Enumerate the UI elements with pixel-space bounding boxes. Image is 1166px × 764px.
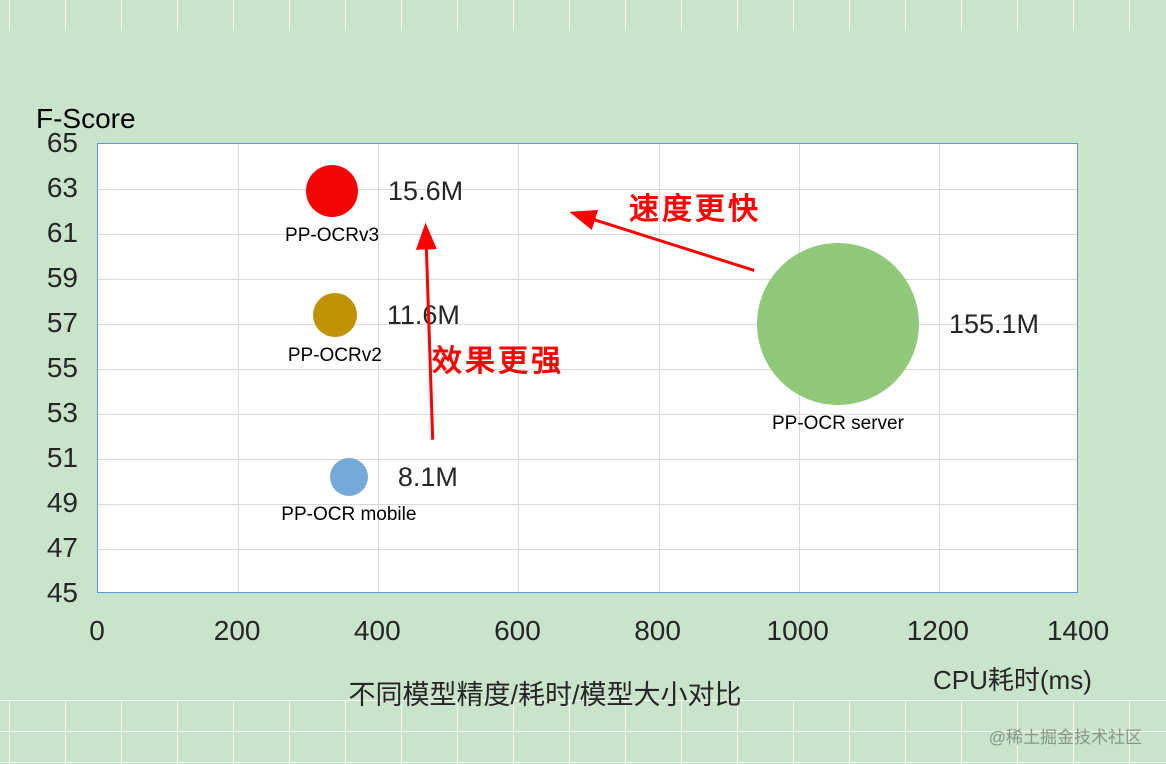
gridline-horizontal (98, 414, 1077, 415)
y-axis-title: F-Score (36, 103, 136, 134)
gridline-horizontal (98, 324, 1077, 325)
y-tick-label: 65 (46, 127, 78, 158)
y-tick-label: 55 (46, 352, 78, 383)
bubble-pp-ocr-server (756, 243, 919, 405)
spreadsheet-grid-top (0, 0, 1166, 31)
model-size-label-pp-ocr-mobile: 8.1M (397, 462, 458, 492)
model-size-label-pp-ocr-server: 155.1M (948, 309, 1040, 339)
y-tick-label: 49 (46, 487, 78, 518)
gridline-horizontal (98, 459, 1077, 460)
annotation-faster-speed: 速度更快 (629, 193, 761, 226)
y-tick-label: 59 (46, 262, 78, 293)
y-tick-label: 57 (46, 307, 78, 338)
y-tick-label: 45 (46, 577, 78, 608)
x-tick-label: 1000 (766, 615, 829, 646)
x-tick-label: 1400 (1046, 615, 1110, 646)
chart-caption: 不同模型精度/耗时/模型大小对比 (348, 680, 742, 710)
x-tick-label: 1200 (906, 615, 969, 646)
y-tick-label: 61 (46, 217, 78, 248)
arrow-stronger-effect (415, 222, 437, 440)
gridline-vertical (378, 144, 380, 592)
gridline-horizontal (98, 504, 1077, 505)
y-tick-label: 51 (46, 442, 78, 473)
x-tick-label: 800 (634, 615, 681, 646)
model-name-label-pp-ocr-server: PP-OCR server (771, 413, 904, 434)
x-tick-label: 200 (213, 615, 261, 646)
gridline-vertical (658, 144, 660, 592)
bubble-pp-ocr-mobile (329, 458, 368, 496)
bubble-pp-ocrv2 (312, 293, 357, 337)
gridline-vertical (938, 144, 940, 592)
model-name-label-pp-ocr-mobile: PP-OCR mobile (281, 504, 417, 525)
gridline-vertical (518, 144, 520, 592)
model-size-label-pp-ocrv3: 15.6M (388, 176, 464, 207)
gridline-horizontal (98, 234, 1077, 235)
gridline-horizontal (98, 189, 1077, 190)
y-tick-label: 53 (46, 397, 78, 428)
x-tick-label: 0 (89, 615, 105, 646)
plot-area: 速度更快 效果更强 15.6M PP-OCRv3 11.6M PP-OCRv2 8.1M… (97, 143, 1078, 593)
spreadsheet-grid-bottom (0, 700, 1166, 764)
gridline-horizontal (98, 279, 1077, 280)
model-name-label-pp-ocrv3: PP-OCRv3 (285, 225, 380, 247)
y-tick-label: 47 (46, 532, 78, 563)
annotation-arrows (415, 210, 755, 440)
x-tick-label: 600 (494, 615, 541, 646)
model-size-label-pp-ocrv2: 11.6M (386, 300, 460, 330)
watermark: @稀土掘金技术社区 (988, 728, 1142, 747)
model-name-label-pp-ocrv2: PP-OCRv2 (287, 345, 382, 366)
gridline-horizontal (98, 369, 1077, 370)
gridline-vertical (238, 144, 240, 592)
y-tick-label: 63 (46, 172, 78, 203)
annotation-stronger-effect: 效果更强 (432, 345, 564, 378)
x-tick-label: 400 (353, 615, 401, 646)
gridline-horizontal (98, 549, 1077, 550)
bubble-pp-ocrv3 (306, 165, 359, 218)
x-axis-title: CPU耗时(ms) (933, 665, 1092, 695)
